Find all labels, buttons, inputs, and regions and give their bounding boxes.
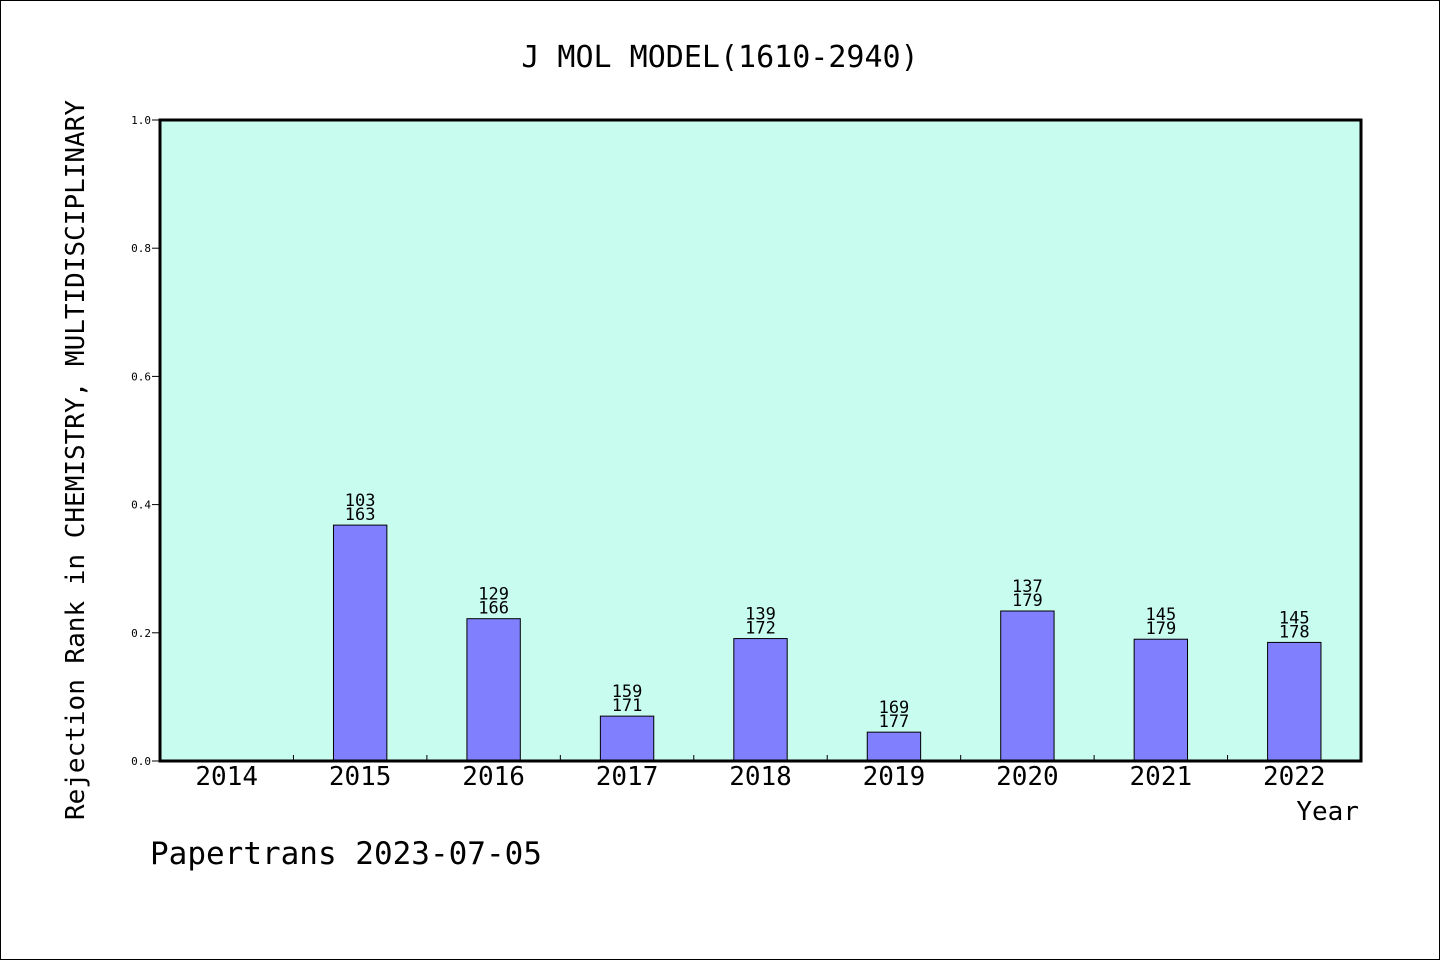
- y-tick-label-5: 1.0: [131, 114, 151, 127]
- bar-2019: [866, 731, 922, 762]
- bar-2018: [733, 638, 788, 762]
- footer-text: Papertrans 2023-07-05: [150, 836, 542, 872]
- bar-label-bottom-2021: 179: [1145, 619, 1176, 639]
- bar-2020: [1000, 610, 1055, 762]
- bar-labels-group: 1031631291661591711391721691771371791451…: [345, 491, 1310, 732]
- bar-label-top-2018: 139: [745, 605, 776, 625]
- bar-2017: [599, 715, 655, 762]
- x-axis-label: Year: [1296, 797, 1359, 827]
- bar-label-top-2020: 137: [1012, 577, 1043, 597]
- bar-2021: [1133, 638, 1189, 762]
- y-axis-label: Rejection Rank in CHEMISTRY, MULTIDISCIP…: [61, 100, 91, 820]
- x-tick-label-2017: 2017: [596, 762, 659, 792]
- bar-label-top-2022: 145: [1279, 608, 1310, 628]
- y-tick-label-0: 0.0: [131, 755, 151, 768]
- bar-label-top-2016: 129: [478, 585, 509, 605]
- x-tick-label-2015: 2015: [329, 762, 392, 792]
- bar-label-bottom-2022: 178: [1279, 622, 1310, 642]
- bar-label-bottom-2019: 177: [879, 712, 910, 732]
- bar-label-bottom-2015: 163: [345, 505, 376, 525]
- bar-label-top-2015: 103: [345, 491, 376, 511]
- bar-label-bottom-2018: 172: [745, 619, 776, 639]
- x-tick-label-2021: 2021: [1130, 762, 1193, 792]
- x-tick-label-2014: 2014: [195, 762, 258, 792]
- x-tick-label-2016: 2016: [462, 762, 525, 792]
- bar-label-bottom-2020: 179: [1012, 591, 1043, 611]
- x-tick-label-2020: 2020: [996, 762, 1059, 792]
- x-tick-label-2022: 2022: [1263, 762, 1326, 792]
- bar-label-bottom-2016: 166: [478, 599, 509, 619]
- y-axis-ticks: 0.0 0.2 0.4 0.6 0.8 1.0: [131, 114, 160, 768]
- bar-label-bottom-2017: 171: [612, 696, 643, 716]
- x-axis-ticks: 2014 2015 2016 2017 2018 2019 2020 2021 2022: [195, 755, 1326, 792]
- y-tick-label-2: 0.4: [131, 499, 151, 512]
- bars-group: [332, 524, 1322, 762]
- chart-title: J MOL MODEL(1610-2940): [521, 40, 918, 75]
- plot-frame: [158, 118, 1363, 763]
- bar-2015: [332, 524, 388, 762]
- y-tick-label-4: 0.8: [131, 242, 151, 255]
- bar-label-top-2017: 159: [612, 682, 643, 702]
- bar-label-top-2021: 145: [1145, 605, 1176, 625]
- y-tick-label-3: 0.6: [131, 370, 151, 383]
- y-tick-label-1: 0.2: [131, 627, 151, 640]
- bar-2016: [466, 618, 521, 762]
- x-tick-label-2019: 2019: [863, 762, 926, 792]
- bar-2022: [1267, 641, 1322, 762]
- bar-label-top-2019: 169: [879, 698, 910, 718]
- x-tick-label-2018: 2018: [729, 762, 792, 792]
